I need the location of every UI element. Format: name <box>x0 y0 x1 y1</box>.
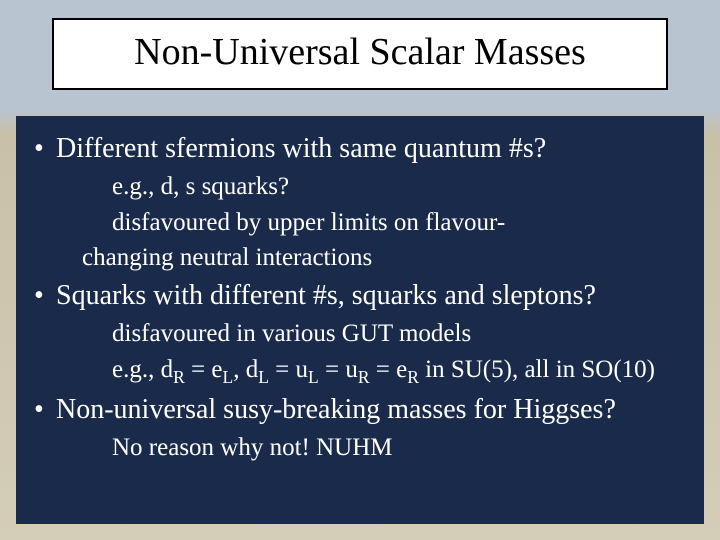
bullet-text: Squarks with different #s, squarks and s… <box>56 280 596 311</box>
bullet-marker: • <box>34 391 56 429</box>
bullet-marker: • <box>34 277 56 315</box>
bullet-item: •Squarks with different #s, squarks and … <box>34 277 686 315</box>
bullet-item: •Non-universal susy-breaking masses for … <box>34 391 686 429</box>
bullet-text: Different sfermions with same quantum #s… <box>56 133 546 164</box>
sub-bullet-text: changing neutral interactions <box>82 241 686 275</box>
slide: Non-Universal Scalar Masses •Different s… <box>0 0 720 540</box>
title-box: Non-Universal Scalar Masses <box>52 18 668 90</box>
slide-title: Non-Universal Scalar Masses <box>74 30 646 74</box>
sub-bullet-text: No reason why not! NUHM <box>112 431 686 465</box>
bullet-item: •Different sfermions with same quantum #… <box>34 130 686 168</box>
bullet-text: Non-universal susy-breaking masses for H… <box>56 394 616 425</box>
bullet-marker: • <box>34 130 56 168</box>
sub-bullet-text: disfavoured by upper limits on flavour- <box>112 206 686 240</box>
sub-bullet-text: disfavoured in various GUT models <box>112 317 686 351</box>
sub-bullet-text: e.g., d, s squarks? <box>112 170 686 204</box>
sub-bullet-text: e.g., dR = eL, dL = uL = uR = eR in SU(5… <box>112 353 686 390</box>
body-box: •Different sfermions with same quantum #… <box>16 116 704 524</box>
